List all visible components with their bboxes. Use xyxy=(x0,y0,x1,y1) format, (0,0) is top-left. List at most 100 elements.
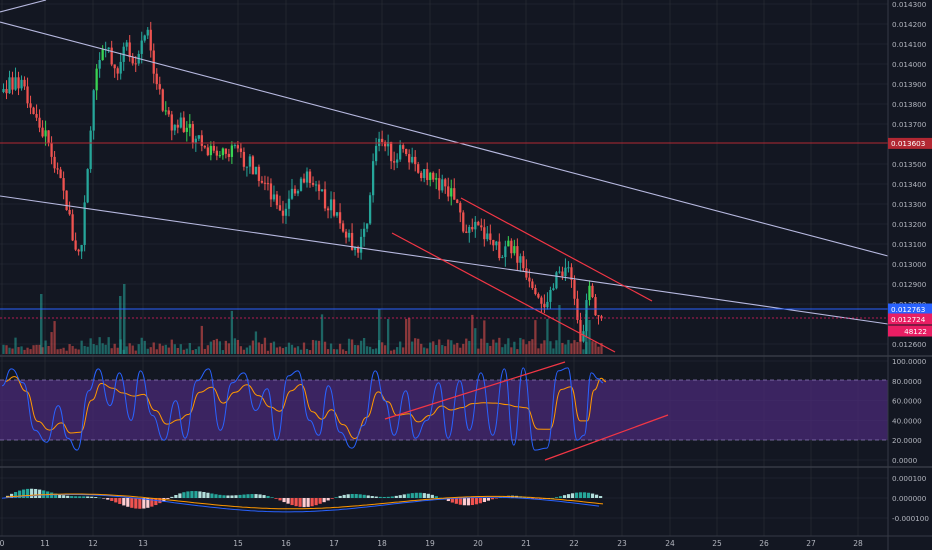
stochastic-pane[interactable] xyxy=(0,361,888,461)
macd-histogram-bar xyxy=(470,498,474,506)
volume-bar xyxy=(498,337,501,354)
channel-lower-line[interactable] xyxy=(391,232,616,353)
volume-bar xyxy=(426,348,429,354)
volume-bar xyxy=(227,343,231,354)
macd-histogram-bar xyxy=(382,496,386,498)
time-axis-label: 19 xyxy=(425,539,435,548)
macd-axis-label: 0.000000 xyxy=(892,494,927,503)
macd-histogram-bar xyxy=(238,494,242,498)
macd-histogram-bar xyxy=(266,496,270,498)
macd-histogram-bar xyxy=(318,498,322,504)
candle-body xyxy=(206,147,209,156)
macd-histogram-bar xyxy=(114,498,118,503)
volume-bar xyxy=(450,340,453,354)
macd-histogram-bar xyxy=(54,493,58,498)
channel-upper-line[interactable] xyxy=(460,197,653,302)
candle-body xyxy=(164,110,167,112)
candle-body xyxy=(471,226,474,230)
stochastic-trendline-upper[interactable] xyxy=(384,361,566,420)
macd-histogram-bar xyxy=(258,494,262,498)
macd-histogram-bar xyxy=(366,495,370,498)
candle-body xyxy=(374,145,378,162)
candle-body xyxy=(269,183,273,200)
volume-bar xyxy=(573,340,576,354)
macd-histogram-bar xyxy=(406,493,410,498)
volume-bar xyxy=(2,344,5,354)
candle-body xyxy=(191,124,194,143)
volume-bar xyxy=(417,338,420,354)
volume-bar xyxy=(245,347,249,354)
drawings[interactable] xyxy=(0,0,889,353)
candle-body xyxy=(86,169,89,203)
macd-histogram-bar xyxy=(78,496,82,498)
candle-body xyxy=(480,225,483,228)
candle-body xyxy=(453,188,456,200)
candle-body xyxy=(486,233,489,240)
volume-bar xyxy=(564,344,567,354)
candle-body xyxy=(14,77,17,90)
volume-bar xyxy=(182,349,185,354)
candle-body xyxy=(116,68,119,74)
candle-body xyxy=(411,156,414,163)
volume-bar xyxy=(555,340,558,354)
volume-bar xyxy=(290,344,294,354)
volume-bar xyxy=(32,345,35,354)
volume-bar xyxy=(423,347,426,354)
volume-bar xyxy=(140,337,143,354)
candle-body xyxy=(188,124,191,128)
macd-histogram-bar xyxy=(130,498,134,508)
macd-histogram-bar xyxy=(206,492,210,498)
time-axis-label: 11 xyxy=(40,539,50,548)
volume-bar xyxy=(116,347,119,354)
upper-trendline[interactable] xyxy=(0,21,889,257)
candle-body xyxy=(326,208,330,211)
volume-bar xyxy=(107,337,110,354)
macd-histogram-bar xyxy=(354,494,358,498)
volume-bar xyxy=(29,349,32,354)
macd-histogram-bar xyxy=(154,498,158,506)
lower-trendline[interactable] xyxy=(0,195,889,325)
candle-body xyxy=(272,194,276,200)
volume-bar xyxy=(194,348,197,354)
candle-body xyxy=(176,124,179,128)
volume-bar xyxy=(435,344,438,354)
macd-histogram-bar xyxy=(222,495,226,498)
macd-histogram-bar xyxy=(90,496,94,498)
macd-histogram-bar xyxy=(566,494,571,498)
macd-histogram-bar xyxy=(66,495,70,498)
macd-pane[interactable] xyxy=(1,488,604,513)
volume-bar xyxy=(62,347,65,354)
price-pane[interactable] xyxy=(0,0,889,354)
volume-bar xyxy=(582,349,585,354)
candle-body xyxy=(101,49,104,61)
volume-bar xyxy=(504,344,507,354)
candle-body xyxy=(320,189,324,192)
volume-bar xyxy=(266,350,270,354)
candle-body xyxy=(570,267,573,280)
candle-body xyxy=(519,256,522,263)
candle-body xyxy=(543,303,546,308)
candle-body xyxy=(573,279,576,299)
volume-bar xyxy=(197,346,200,354)
macd-histogram-bar xyxy=(474,498,478,505)
candle-body xyxy=(456,199,459,204)
macd-histogram-bar xyxy=(118,498,122,504)
macd-histogram-bar xyxy=(482,498,487,503)
volume-bar xyxy=(278,346,282,354)
volume-bar xyxy=(137,344,140,354)
candle-body xyxy=(317,184,321,192)
candle-body xyxy=(567,267,570,269)
volume-bar xyxy=(441,345,444,354)
candle-body xyxy=(350,232,354,250)
macd-histogram-bar xyxy=(394,495,398,498)
candle-body xyxy=(474,221,477,230)
stochastic-trendline-lower[interactable] xyxy=(544,414,669,461)
volume-bar xyxy=(236,339,240,354)
volume-bar xyxy=(263,337,267,354)
corner-trendline[interactable] xyxy=(0,0,47,13)
volume-bar xyxy=(239,346,243,354)
